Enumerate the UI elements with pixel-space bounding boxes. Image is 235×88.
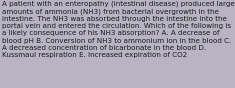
Text: A patient with an enteropathy (intestinal disease) produced large
amounts of amm: A patient with an enteropathy (intestina…	[2, 0, 235, 58]
